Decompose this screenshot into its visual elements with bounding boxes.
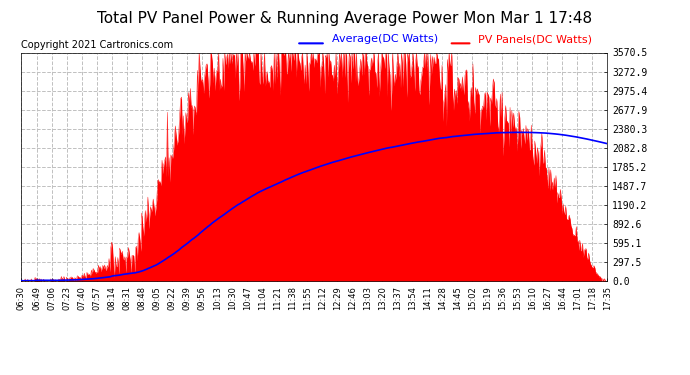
Text: Average(DC Watts): Average(DC Watts): [332, 34, 437, 45]
Text: Copyright 2021 Cartronics.com: Copyright 2021 Cartronics.com: [21, 40, 172, 50]
Text: Total PV Panel Power & Running Average Power Mon Mar 1 17:48: Total PV Panel Power & Running Average P…: [97, 11, 593, 26]
Text: PV Panels(DC Watts): PV Panels(DC Watts): [478, 34, 592, 45]
